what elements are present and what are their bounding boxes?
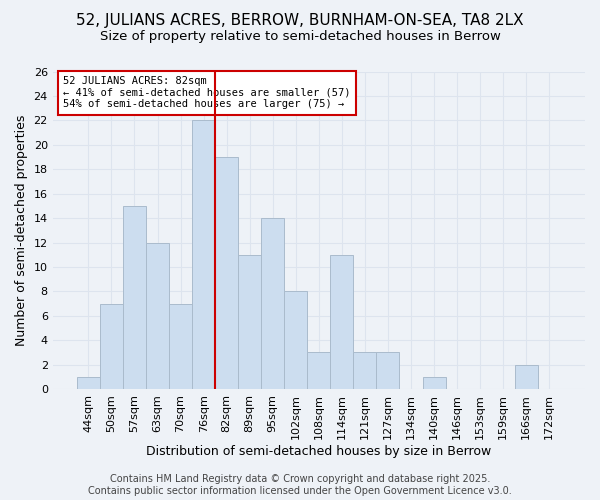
Text: 52 JULIANS ACRES: 82sqm
← 41% of semi-detached houses are smaller (57)
54% of se: 52 JULIANS ACRES: 82sqm ← 41% of semi-de… (64, 76, 351, 110)
Bar (422, 377, 446, 389)
Bar (331, 254, 353, 389)
Bar (261, 218, 284, 389)
Bar (100, 304, 123, 389)
Y-axis label: Number of semi-detached properties: Number of semi-detached properties (15, 114, 28, 346)
Text: 52, JULIANS ACRES, BERROW, BURNHAM-ON-SEA, TA8 2LX: 52, JULIANS ACRES, BERROW, BURNHAM-ON-SE… (76, 12, 524, 28)
Bar (123, 206, 146, 389)
Bar (353, 352, 376, 389)
Bar (146, 242, 169, 389)
Bar (284, 292, 307, 389)
Bar (169, 304, 192, 389)
Bar (238, 254, 261, 389)
Bar (215, 157, 238, 389)
Text: Size of property relative to semi-detached houses in Berrow: Size of property relative to semi-detach… (100, 30, 500, 43)
Bar (307, 352, 331, 389)
Bar (192, 120, 215, 389)
Text: Contains HM Land Registry data © Crown copyright and database right 2025.
Contai: Contains HM Land Registry data © Crown c… (88, 474, 512, 496)
X-axis label: Distribution of semi-detached houses by size in Berrow: Distribution of semi-detached houses by … (146, 444, 491, 458)
Bar (77, 377, 100, 389)
Bar (515, 364, 538, 389)
Bar (376, 352, 400, 389)
